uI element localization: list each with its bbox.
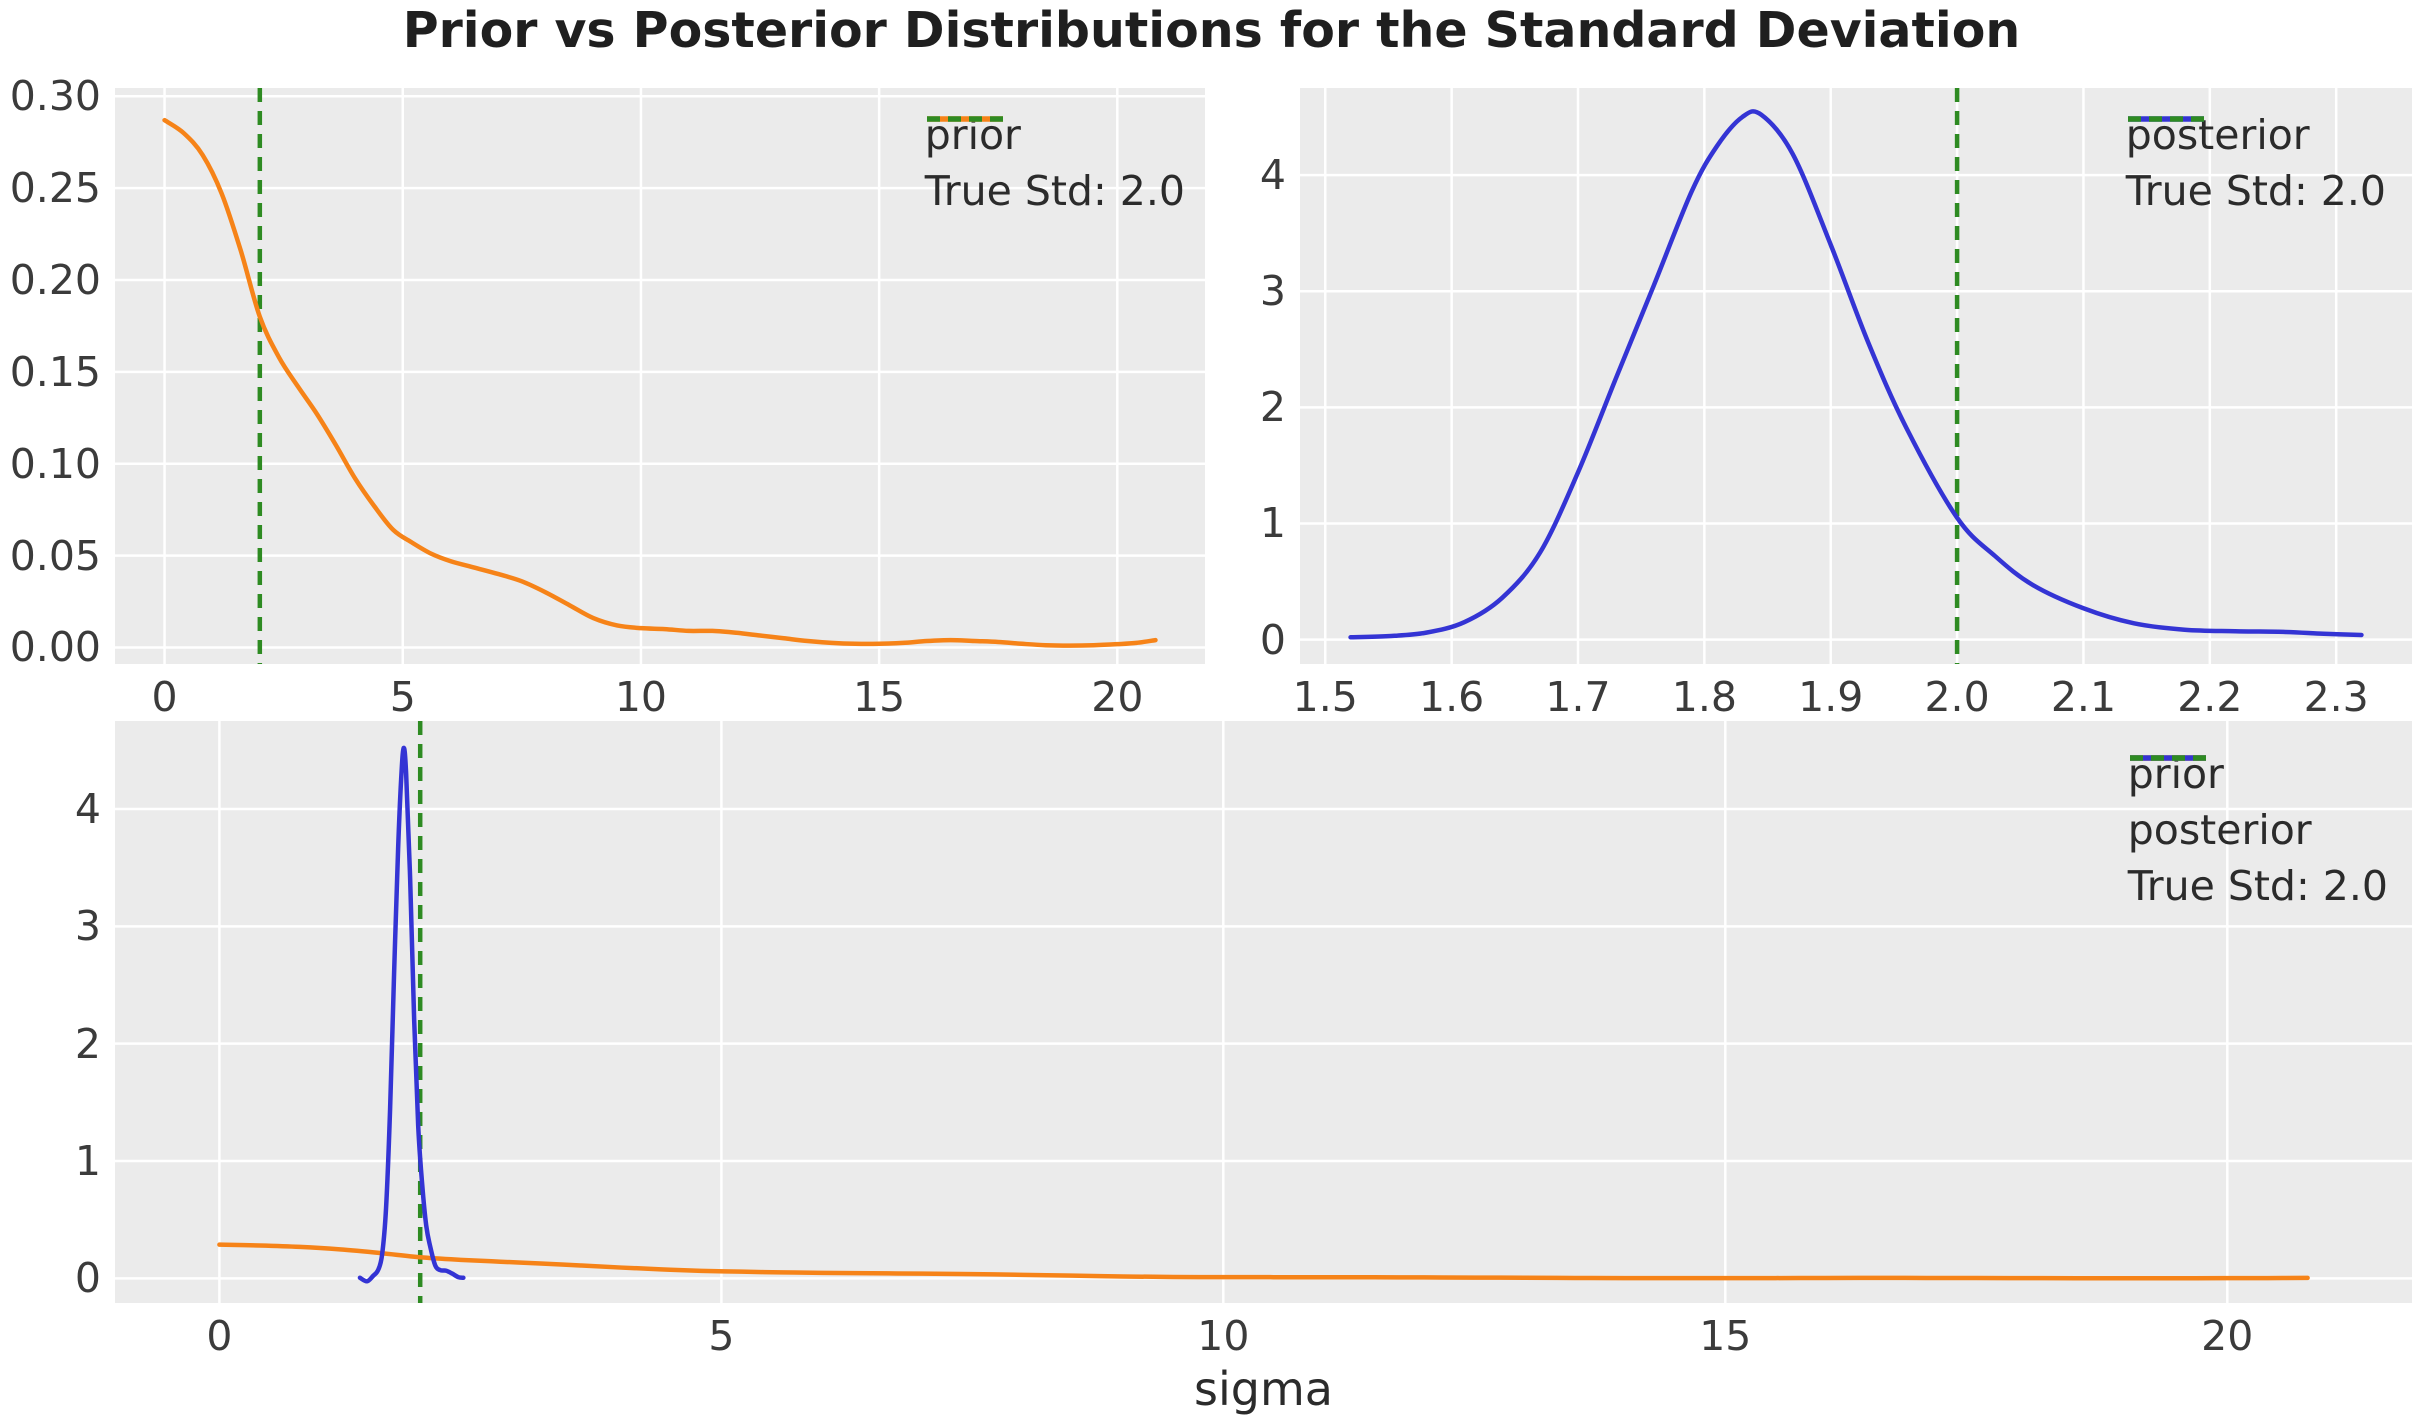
y-tick-label: 0.30 (9, 72, 101, 121)
y-tick-label: 1 (1259, 499, 1286, 548)
y-tick-label: 0 (74, 1254, 101, 1303)
y-tick-label: 0.10 (9, 439, 101, 488)
x-tick-label: 1.9 (1798, 673, 1864, 721)
y-tick-label: 1 (74, 1137, 101, 1186)
legend-line-sample (926, 116, 1003, 122)
y-tick-label: 3 (74, 902, 101, 951)
subplot-prior: 0 5 10 15 20 0.00 0.05 0.10 0.15 0.20 0.25 0.30 prio… (10, 73, 1205, 720)
subplot-posterior: 1.5 1.6 1.7 1.8 1.9 2.0 2.1 2.2 2.3 0 1 2 3 4 posterio… (1260, 88, 2412, 720)
x-tick-label: 1.7 (1545, 673, 1611, 721)
legend-line-sample (2127, 116, 2204, 122)
x-axis-label-sigma: sigma (1194, 1362, 1333, 1416)
subplot-combined: 0 5 10 15 20 0 1 2 3 4 prior posterior True Std: 2.0 (75, 721, 2412, 1359)
x-tick-label: 15 (1699, 1312, 1752, 1360)
x-tick-label: 2.1 (2050, 673, 2117, 721)
y-tick-label: 2 (74, 1019, 101, 1068)
posterior-plot-canvas (1300, 88, 2412, 664)
y-tick-label: 0.20 (9, 256, 101, 304)
legend: prior posterior True Std: 2.0 (2127, 750, 2388, 910)
legend-label: True Std: 2.0 (2125, 167, 2386, 215)
prior-plot-canvas (115, 88, 1205, 664)
y-tick-label: 2 (1259, 383, 1286, 432)
figure-title: Prior vs Posterior Distributions for the… (402, 2, 2021, 59)
legend-item: True Std: 2.0 (2125, 116, 2386, 215)
legend: posterior True Std: 2.0 (2125, 111, 2386, 215)
posterior-curve (357, 745, 466, 1284)
prior-curve (217, 1242, 2310, 1281)
y-tick-label: 0.00 (9, 623, 101, 672)
x-tick-label: 10 (1197, 1312, 1250, 1360)
posterior-curve (1348, 109, 2364, 640)
legend-label: posterior (2127, 806, 2312, 854)
y-tick-label: 3 (1259, 267, 1286, 316)
x-tick-label: 10 (614, 673, 668, 721)
x-tick-label: 20 (2201, 1312, 2254, 1360)
y-tick-label: 0.15 (9, 347, 101, 396)
legend-label: True Std: 2.0 (924, 167, 1185, 215)
legend-item: True Std: 2.0 (2127, 755, 2388, 910)
x-tick-label: 2.3 (2303, 673, 2369, 721)
x-tick-label: 20 (1091, 673, 1144, 721)
x-tick-label: 5 (389, 673, 416, 721)
legend-line-sample (2129, 755, 2206, 761)
legend-item: True Std: 2.0 (924, 116, 1185, 215)
y-tick-label: 4 (1259, 151, 1286, 200)
x-tick-label: 1.6 (1419, 673, 1485, 721)
x-tick-label: 0 (206, 1312, 233, 1360)
x-tick-label: 2.0 (1924, 673, 1990, 721)
prior-curve (162, 117, 1158, 648)
legend: prior True Std: 2.0 (924, 111, 1185, 215)
x-tick-label: 2.2 (2177, 673, 2243, 721)
x-tick-label: 1.5 (1292, 673, 1358, 721)
y-tick-label: 0 (1259, 615, 1286, 664)
y-tick-label: 4 (74, 785, 101, 833)
x-tick-label: 15 (853, 673, 906, 721)
y-tick-label: 0.05 (9, 531, 101, 580)
combined-plot-canvas (115, 721, 2412, 1303)
y-tick-label: 0.25 (9, 164, 101, 213)
x-tick-label: 1.8 (1671, 673, 1737, 721)
x-tick-label: 0 (151, 673, 178, 721)
legend-label: True Std: 2.0 (2127, 862, 2388, 910)
x-tick-label: 5 (708, 1312, 735, 1360)
legend-item: posterior (2127, 755, 2388, 854)
